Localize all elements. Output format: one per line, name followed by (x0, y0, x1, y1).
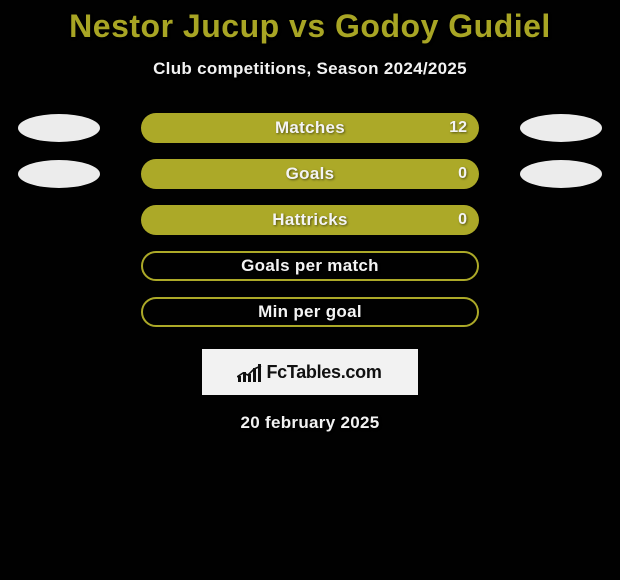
stat-bar: Goals per match (141, 251, 479, 281)
stat-value: 12 (449, 119, 467, 137)
stat-row: Hattricks 0 (0, 197, 620, 243)
stat-value: 0 (458, 165, 467, 183)
stat-bar: Min per goal (141, 297, 479, 327)
stat-label: Matches (275, 118, 345, 138)
comparison-card: Nestor Jucup vs Godoy Gudiel Club compet… (0, 0, 620, 580)
branding-text: FcTables.com (266, 362, 381, 383)
stat-bar: Hattricks 0 (141, 205, 479, 235)
footer-date: 20 february 2025 (0, 413, 620, 433)
player-badge-right (520, 160, 602, 188)
stat-label: Goals per match (241, 256, 379, 276)
player-badge-left (18, 160, 100, 188)
stat-row: Matches 12 (0, 105, 620, 151)
stat-label: Hattricks (272, 210, 347, 230)
player-badge-right (520, 114, 602, 142)
stat-label: Goals (286, 164, 335, 184)
chart-icon (238, 362, 262, 382)
stat-row: Min per goal (0, 289, 620, 335)
stat-value: 0 (458, 211, 467, 229)
stat-rows: Matches 12 Goals 0 Hattricks 0 Goals per match… (0, 105, 620, 335)
stat-row: Goals per match (0, 243, 620, 289)
page-subtitle: Club competitions, Season 2024/2025 (0, 59, 620, 79)
page-title: Nestor Jucup vs Godoy Gudiel (0, 0, 620, 45)
stat-row: Goals 0 (0, 151, 620, 197)
player-badge-left (18, 114, 100, 142)
stat-bar: Matches 12 (141, 113, 479, 143)
stat-bar: Goals 0 (141, 159, 479, 189)
stat-label: Min per goal (258, 302, 362, 322)
branding-box: FcTables.com (202, 349, 418, 395)
